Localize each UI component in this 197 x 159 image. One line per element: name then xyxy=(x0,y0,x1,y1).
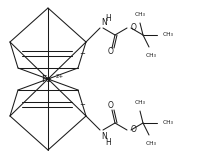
Text: CH₃: CH₃ xyxy=(146,53,156,58)
Text: CH₃: CH₃ xyxy=(163,32,174,38)
Text: O: O xyxy=(108,48,114,56)
Text: H: H xyxy=(106,14,111,23)
Text: O: O xyxy=(108,101,114,111)
Text: O: O xyxy=(131,23,137,31)
Text: CH₃: CH₃ xyxy=(135,12,146,17)
Text: N: N xyxy=(101,132,107,141)
Text: CH₃: CH₃ xyxy=(163,121,174,125)
Text: CH₃: CH₃ xyxy=(146,141,156,146)
Text: N: N xyxy=(101,18,107,27)
Text: CH₃: CH₃ xyxy=(135,100,146,105)
Text: H: H xyxy=(106,138,111,147)
Text: −: − xyxy=(79,51,85,57)
Text: Fe: Fe xyxy=(41,75,51,83)
Text: O: O xyxy=(131,125,137,135)
Text: 2+: 2+ xyxy=(56,73,64,79)
Text: −: − xyxy=(79,102,85,108)
